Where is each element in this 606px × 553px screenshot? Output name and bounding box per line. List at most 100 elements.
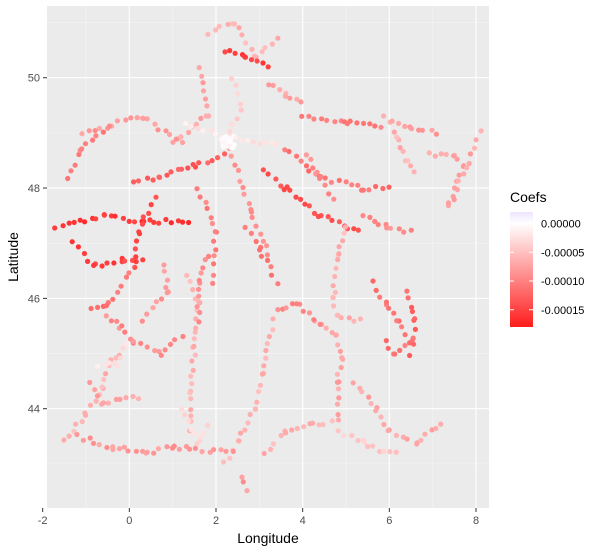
data-point: [235, 167, 242, 173]
data-point: [266, 333, 272, 340]
data-point: [341, 230, 347, 236]
data-point: [134, 115, 140, 121]
data-point: [341, 433, 347, 439]
data-point: [103, 313, 109, 319]
data-point: [311, 317, 317, 323]
data-point: [185, 418, 192, 424]
data-point: [196, 319, 202, 325]
data-point: [148, 202, 154, 208]
data-point: [336, 379, 342, 385]
data-point: [140, 257, 146, 263]
data-point: [259, 371, 265, 377]
data-point: [387, 225, 393, 231]
data-point: [396, 226, 402, 232]
data-point: [156, 220, 162, 226]
data-point: [301, 424, 307, 430]
data-point: [418, 437, 424, 443]
data-point: [90, 440, 97, 446]
data-point: [373, 408, 379, 414]
data-point: [229, 21, 235, 27]
data-point: [86, 128, 92, 134]
data-point: [79, 419, 85, 425]
data-point: [126, 218, 132, 224]
data-point: [325, 214, 331, 220]
data-point: [438, 151, 444, 157]
data-point: [332, 289, 338, 295]
data-point: [242, 427, 248, 433]
data-point: [298, 196, 304, 202]
data-point: [216, 23, 222, 29]
data-point: [355, 182, 361, 188]
data-point: [79, 146, 85, 152]
data-point: [317, 321, 323, 327]
data-point: [85, 258, 91, 264]
data-point: [270, 316, 276, 322]
data-point: [227, 455, 233, 461]
data-point: [164, 172, 170, 178]
data-point: [112, 213, 118, 219]
data-point: [82, 141, 89, 147]
data-point: [230, 145, 236, 151]
data-point: [404, 288, 410, 294]
data-point: [367, 214, 373, 220]
data-point: [278, 183, 284, 189]
data-point: [261, 363, 267, 369]
data-point: [407, 340, 413, 346]
data-point: [399, 324, 405, 330]
data-point: [235, 438, 242, 444]
data-point: [232, 162, 238, 168]
data-point: [208, 215, 214, 221]
data-point: [140, 115, 146, 121]
data-point: [273, 176, 279, 182]
data-point: [351, 226, 357, 232]
data-point: [466, 160, 472, 167]
data-point: [229, 76, 235, 82]
data-point: [152, 121, 158, 127]
data-point: [158, 296, 165, 302]
data-point: [383, 338, 389, 344]
data-point: [163, 284, 169, 291]
data-point: [400, 148, 406, 154]
data-point: [93, 133, 99, 139]
data-point: [287, 95, 293, 101]
data-point: [370, 278, 376, 284]
data-point: [115, 289, 121, 295]
legend-label: -0.00010: [541, 276, 584, 288]
data-point: [227, 139, 233, 145]
data-point: [300, 308, 306, 314]
data-point: [164, 444, 170, 450]
data-point: [397, 347, 403, 353]
data-point: [119, 323, 125, 329]
data-point: [99, 401, 105, 407]
data-point: [197, 309, 203, 316]
data-point: [101, 376, 107, 383]
data-point: [429, 127, 435, 133]
data-point: [306, 310, 313, 316]
legend-label: 0.00000: [541, 219, 581, 231]
data-point: [161, 262, 167, 268]
data-point: [381, 421, 387, 428]
data-point: [330, 283, 336, 289]
data-point: [240, 184, 246, 191]
data-point: [334, 401, 341, 407]
legend-breaks: 0.00000 -0.00005 -0.00010 -0.00015: [510, 219, 584, 317]
data-point: [270, 82, 276, 88]
data-point: [386, 305, 392, 311]
data-point: [429, 427, 435, 433]
data-point: [74, 431, 80, 438]
y-tick-label: 48: [28, 183, 40, 195]
data-point: [199, 449, 205, 455]
data-point: [233, 82, 239, 88]
data-point: [99, 263, 105, 269]
data-point: [103, 371, 109, 377]
data-point: [188, 413, 194, 419]
data-point: [121, 444, 127, 450]
data-point: [478, 128, 484, 134]
data-point: [192, 352, 198, 358]
data-point: [206, 113, 212, 119]
data-point: [145, 175, 151, 181]
data-point: [306, 168, 312, 174]
data-point: [269, 41, 275, 47]
data-point: [268, 446, 274, 452]
data-point: [103, 303, 109, 309]
